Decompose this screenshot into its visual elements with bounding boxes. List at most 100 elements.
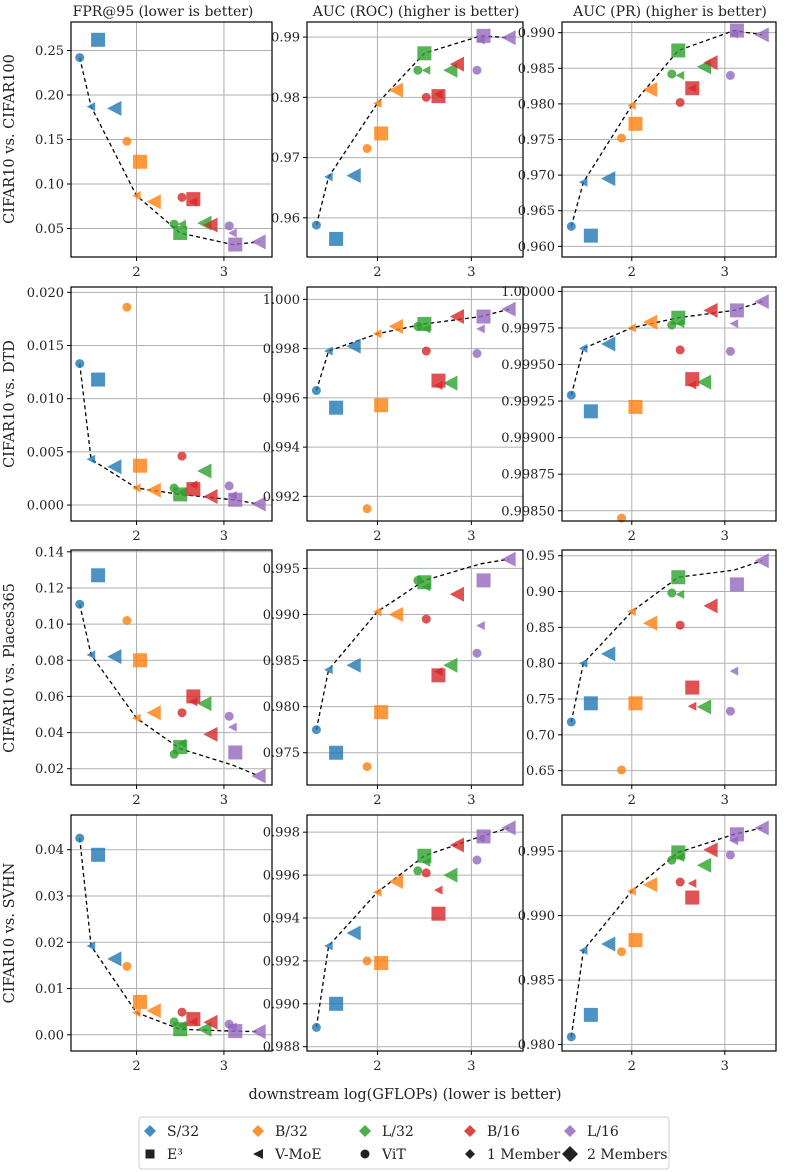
point-S32-vmoe-1 [324,665,333,675]
point-B32-vmoe-2 [388,607,403,623]
point-S32-vmoe-1 [578,343,588,353]
point-S32-vit-1 [311,385,321,395]
point-S32-vmoe-1 [86,650,96,660]
point-B16-vmoe-1 [687,83,697,93]
point-L16-e3-2 [729,303,744,318]
panel-2-0: 0.02 0.04 0.06 0.08 0.10 0.12 0.14 2 3 [35,545,273,808]
point-L16-vit-1 [224,221,234,231]
point-B32-vit-1 [122,302,132,312]
y-tick-label: 0.70 [526,728,555,743]
x-tick-label: 3 [721,1059,729,1074]
point-B16-vmoe-1 [433,381,443,391]
point-L16-vmoe-1 [228,228,237,238]
y-tick-label: 0.980 [518,97,555,112]
y-tick-label: 0.99900 [501,431,555,446]
legend-label: S/32 [167,1124,199,1140]
plot-frame [306,814,524,1052]
point-S32-vmoe-1 [578,177,588,187]
point-L16-vit-1 [472,648,482,658]
x-tick-label: 3 [220,793,228,808]
y-tick-label: 0.990 [263,608,300,623]
panel-0-0: 0.05 0.10 0.15 0.20 0.25 2 3 [35,21,273,280]
point-B32-vmoe-2 [146,1003,161,1019]
point-B32-vit-1 [362,956,372,966]
point-L32-vmoe-2 [443,375,458,391]
y-tick-label: 0.01 [35,982,64,997]
plot-frame [561,814,777,1052]
point-B16-vmoe-2 [203,489,218,505]
x-tick-label: 2 [628,793,636,808]
point-L32-vmoe-1 [675,589,685,599]
x-tick-label: 3 [467,265,475,280]
y-tick-label: 0.14 [35,545,64,560]
point-L32-vmoe-2 [197,696,212,712]
point-B32-vit-1 [122,136,132,146]
y-tick-label: 0.996 [263,869,300,884]
y-tick-label: 0.990 [263,997,300,1012]
point-S32-e3-2 [583,1007,598,1022]
point-B16-vit-1 [421,346,431,356]
point-B16-vit-1 [177,708,187,718]
point-B32-vmoe-1 [372,329,382,339]
y-tick-label: 1.00000 [501,285,555,300]
point-B32-e3-2 [374,956,389,971]
x-axis-label: downstream log(GFLOPs) (lower is better) [248,1087,561,1103]
y-tick-label: 0.99925 [501,395,555,410]
legend-diamond-icon [564,1125,576,1137]
point-B32-vmoe-1 [132,1008,141,1018]
y-tick-label: 0.005 [27,445,64,460]
pareto-frontier-line [570,827,763,1037]
panel-2-2: 0.65 0.70 0.75 0.80 0.85 0.90 0.95 2 3 [526,549,777,808]
point-S32-vmoe-2 [107,459,122,475]
y-tick-label: 0.992 [263,490,300,505]
row-label: CIFAR10 vs. Places365 [2,583,18,753]
panel-0-2: 0.960 0.965 0.970 0.975 0.980 0.985 0.990 2 3 [518,21,777,280]
point-L16-vmoe-2 [501,301,516,317]
point-B16-vit-1 [177,1007,187,1017]
y-tick-label: 0.06 [35,690,64,705]
point-B16-vmoe-2 [703,302,718,318]
legend-label: E³ [167,1147,183,1163]
point-S32-vit-1 [75,599,85,609]
point-L32-vmoe-2 [443,867,458,883]
point-B16-vmoe-1 [687,380,697,390]
y-tick-label: 0.04 [35,726,64,741]
row-label: CIFAR10 vs. DTD [2,340,18,468]
point-B16-vit-1 [675,877,685,887]
point-B16-e3-2 [685,890,700,905]
plot-frame [561,549,777,786]
point-B32-vmoe-2 [146,482,161,498]
point-S32-vmoe-2 [346,338,361,354]
y-tick-label: 0.99850 [501,504,555,519]
point-B32-vit-1 [122,616,132,625]
y-tick-label: 1.000 [263,293,300,308]
panel-0-1: 0.96 0.97 0.98 0.99 2 3 [271,21,524,280]
point-L16-vmoe-1 [228,1022,237,1032]
point-L16-vmoe-2 [501,30,516,46]
point-B32-e3-2 [374,398,389,413]
point-B32-vmoe-2 [388,318,403,334]
y-tick-label: 0.998 [263,826,300,841]
point-B32-vit-1 [617,513,627,523]
point-L16-vmoe-1 [476,834,485,844]
point-L32-vmoe-1 [177,219,187,229]
point-L32-e3-2 [671,570,686,585]
point-B32-vmoe-2 [642,615,658,631]
point-B32-e3-2 [133,994,148,1009]
point-B16-vit-1 [421,92,431,102]
point-B32-vmoe-1 [132,713,141,723]
x-tick-label: 3 [467,529,475,544]
point-B16-vmoe-2 [449,56,465,72]
legend-label: V-MoE [274,1147,322,1163]
y-tick-label: 0.960 [518,240,555,255]
point-L32-vmoe-1 [675,70,685,80]
point-S32-vmoe-1 [324,941,333,951]
point-B32-vmoe-2 [388,874,403,890]
y-tick-label: 0.03 [35,889,64,904]
column-title: FPR@95 (lower is better) [73,4,254,20]
point-B16-vit-1 [177,451,187,461]
plot-frame [561,21,777,258]
legend-diamond-icon [144,1125,156,1137]
y-tick-label: 0.985 [263,654,300,669]
point-L16-vit-1 [472,855,482,865]
